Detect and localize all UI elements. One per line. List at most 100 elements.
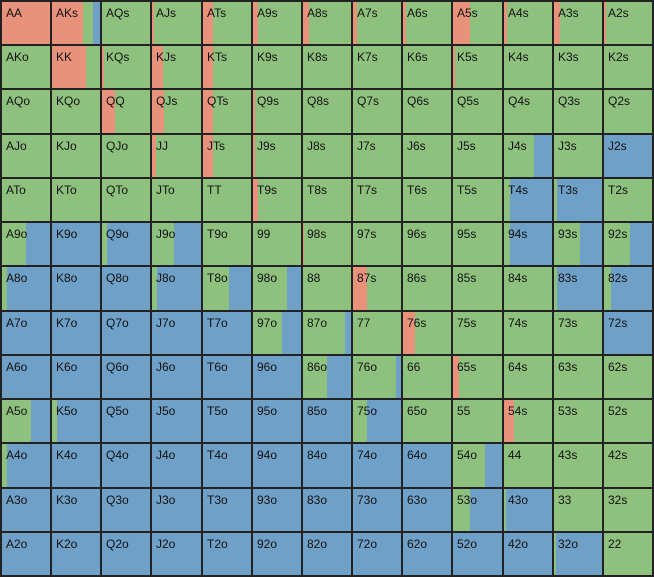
range-cell-85s[interactable]: 85s	[453, 267, 502, 310]
range-cell-94s[interactable]: 94s	[504, 223, 552, 265]
range-cell-Q7o[interactable]: Q7o	[102, 312, 150, 354]
range-cell-J5s[interactable]: J5s	[453, 135, 502, 177]
range-cell-TT[interactable]: TT	[203, 179, 251, 221]
range-cell-86o[interactable]: 86o	[303, 356, 351, 398]
range-cell-32s[interactable]: 32s	[604, 489, 652, 531]
range-cell-62s[interactable]: 62s	[604, 356, 652, 398]
range-cell-ATs[interactable]: ATs	[203, 2, 251, 44]
range-cell-77[interactable]: 77	[353, 312, 401, 354]
range-cell-87o[interactable]: 87o	[303, 312, 351, 354]
range-cell-J8s[interactable]: J8s	[303, 135, 351, 177]
range-cell-93o[interactable]: 93o	[253, 489, 301, 531]
range-cell-72o[interactable]: 72o	[353, 533, 401, 575]
range-cell-43s[interactable]: 43s	[554, 444, 602, 487]
range-cell-76s[interactable]: 76s	[403, 312, 451, 354]
range-cell-K5o[interactable]: K5o	[52, 400, 100, 442]
range-cell-T4s[interactable]: T4s	[504, 179, 552, 221]
range-cell-KJo[interactable]: KJo	[52, 135, 100, 177]
range-cell-K8o[interactable]: K8o	[52, 267, 100, 310]
range-cell-Q9s[interactable]: Q9s	[253, 90, 301, 133]
range-cell-42s[interactable]: 42s	[604, 444, 652, 487]
range-cell-A5o[interactable]: A5o	[2, 400, 50, 442]
range-cell-QQ[interactable]: QQ	[102, 90, 150, 133]
range-cell-K2s[interactable]: K2s	[604, 46, 652, 88]
range-cell-88[interactable]: 88	[303, 267, 351, 310]
range-cell-74o[interactable]: 74o	[353, 444, 401, 487]
range-cell-97s[interactable]: 97s	[353, 223, 401, 265]
range-cell-92o[interactable]: 92o	[253, 533, 301, 575]
range-cell-A8s[interactable]: A8s	[303, 2, 351, 44]
range-cell-Q3o[interactable]: Q3o	[102, 489, 150, 531]
range-cell-T2s[interactable]: T2s	[604, 179, 652, 221]
range-cell-Q5s[interactable]: Q5s	[453, 90, 502, 133]
range-cell-Q7s[interactable]: Q7s	[353, 90, 401, 133]
range-cell-J4s[interactable]: J4s	[504, 135, 552, 177]
range-cell-A4o[interactable]: A4o	[2, 444, 50, 487]
range-cell-K3o[interactable]: K3o	[52, 489, 100, 531]
range-cell-K8s[interactable]: K8s	[303, 46, 351, 88]
range-cell-K4s[interactable]: K4s	[504, 46, 552, 88]
range-cell-AKo[interactable]: AKo	[2, 46, 50, 88]
range-cell-T3o[interactable]: T3o	[203, 489, 251, 531]
range-cell-K7o[interactable]: K7o	[52, 312, 100, 354]
range-cell-96s[interactable]: 96s	[403, 223, 451, 265]
range-cell-83o[interactable]: 83o	[303, 489, 351, 531]
range-cell-55[interactable]: 55	[453, 400, 502, 442]
range-cell-J6o[interactable]: J6o	[152, 356, 201, 398]
range-cell-A6o[interactable]: A6o	[2, 356, 50, 398]
range-cell-AJo[interactable]: AJo	[2, 135, 50, 177]
range-cell-J7o[interactable]: J7o	[152, 312, 201, 354]
range-cell-76o[interactable]: 76o	[353, 356, 401, 398]
range-cell-65o[interactable]: 65o	[403, 400, 451, 442]
range-cell-96o[interactable]: 96o	[253, 356, 301, 398]
range-cell-64o[interactable]: 64o	[403, 444, 451, 487]
range-cell-QTs[interactable]: QTs	[203, 90, 251, 133]
range-cell-T6s[interactable]: T6s	[403, 179, 451, 221]
range-cell-86s[interactable]: 86s	[403, 267, 451, 310]
range-cell-82o[interactable]: 82o	[303, 533, 351, 575]
range-cell-JTo[interactable]: JTo	[152, 179, 201, 221]
range-cell-T4o[interactable]: T4o	[203, 444, 251, 487]
range-cell-42o[interactable]: 42o	[504, 533, 552, 575]
range-cell-43o[interactable]: 43o	[504, 489, 552, 531]
range-cell-75o[interactable]: 75o	[353, 400, 401, 442]
range-cell-J9o[interactable]: J9o	[152, 223, 201, 265]
range-cell-Q6s[interactable]: Q6s	[403, 90, 451, 133]
range-cell-73o[interactable]: 73o	[353, 489, 401, 531]
range-cell-63o[interactable]: 63o	[403, 489, 451, 531]
range-cell-82s[interactable]: 82s	[604, 267, 652, 310]
range-cell-Q5o[interactable]: Q5o	[102, 400, 150, 442]
range-cell-J4o[interactable]: J4o	[152, 444, 201, 487]
range-cell-AA[interactable]: AA	[2, 2, 50, 44]
range-cell-22[interactable]: 22	[604, 533, 652, 575]
range-cell-97o[interactable]: 97o	[253, 312, 301, 354]
range-cell-K3s[interactable]: K3s	[554, 46, 602, 88]
range-cell-T8o[interactable]: T8o	[203, 267, 251, 310]
range-cell-AKs[interactable]: AKs	[52, 2, 100, 44]
range-cell-T2o[interactable]: T2o	[203, 533, 251, 575]
range-cell-52s[interactable]: 52s	[604, 400, 652, 442]
range-cell-T5s[interactable]: T5s	[453, 179, 502, 221]
range-cell-54o[interactable]: 54o	[453, 444, 502, 487]
range-cell-85o[interactable]: 85o	[303, 400, 351, 442]
range-cell-32o[interactable]: 32o	[554, 533, 602, 575]
range-cell-T9o[interactable]: T9o	[203, 223, 251, 265]
range-cell-73s[interactable]: 73s	[554, 312, 602, 354]
range-cell-72s[interactable]: 72s	[604, 312, 652, 354]
range-cell-98o[interactable]: 98o	[253, 267, 301, 310]
range-cell-QJo[interactable]: QJo	[102, 135, 150, 177]
range-cell-A5s[interactable]: A5s	[453, 2, 502, 44]
range-cell-A7s[interactable]: A7s	[353, 2, 401, 44]
range-cell-K5s[interactable]: K5s	[453, 46, 502, 88]
range-cell-84o[interactable]: 84o	[303, 444, 351, 487]
range-cell-A4s[interactable]: A4s	[504, 2, 552, 44]
range-cell-T9s[interactable]: T9s	[253, 179, 301, 221]
range-cell-64s[interactable]: 64s	[504, 356, 552, 398]
range-cell-52o[interactable]: 52o	[453, 533, 502, 575]
range-cell-Q4s[interactable]: Q4s	[504, 90, 552, 133]
range-cell-95o[interactable]: 95o	[253, 400, 301, 442]
range-cell-83s[interactable]: 83s	[554, 267, 602, 310]
range-cell-K6s[interactable]: K6s	[403, 46, 451, 88]
range-cell-AJs[interactable]: AJs	[152, 2, 201, 44]
range-cell-93s[interactable]: 93s	[554, 223, 602, 265]
